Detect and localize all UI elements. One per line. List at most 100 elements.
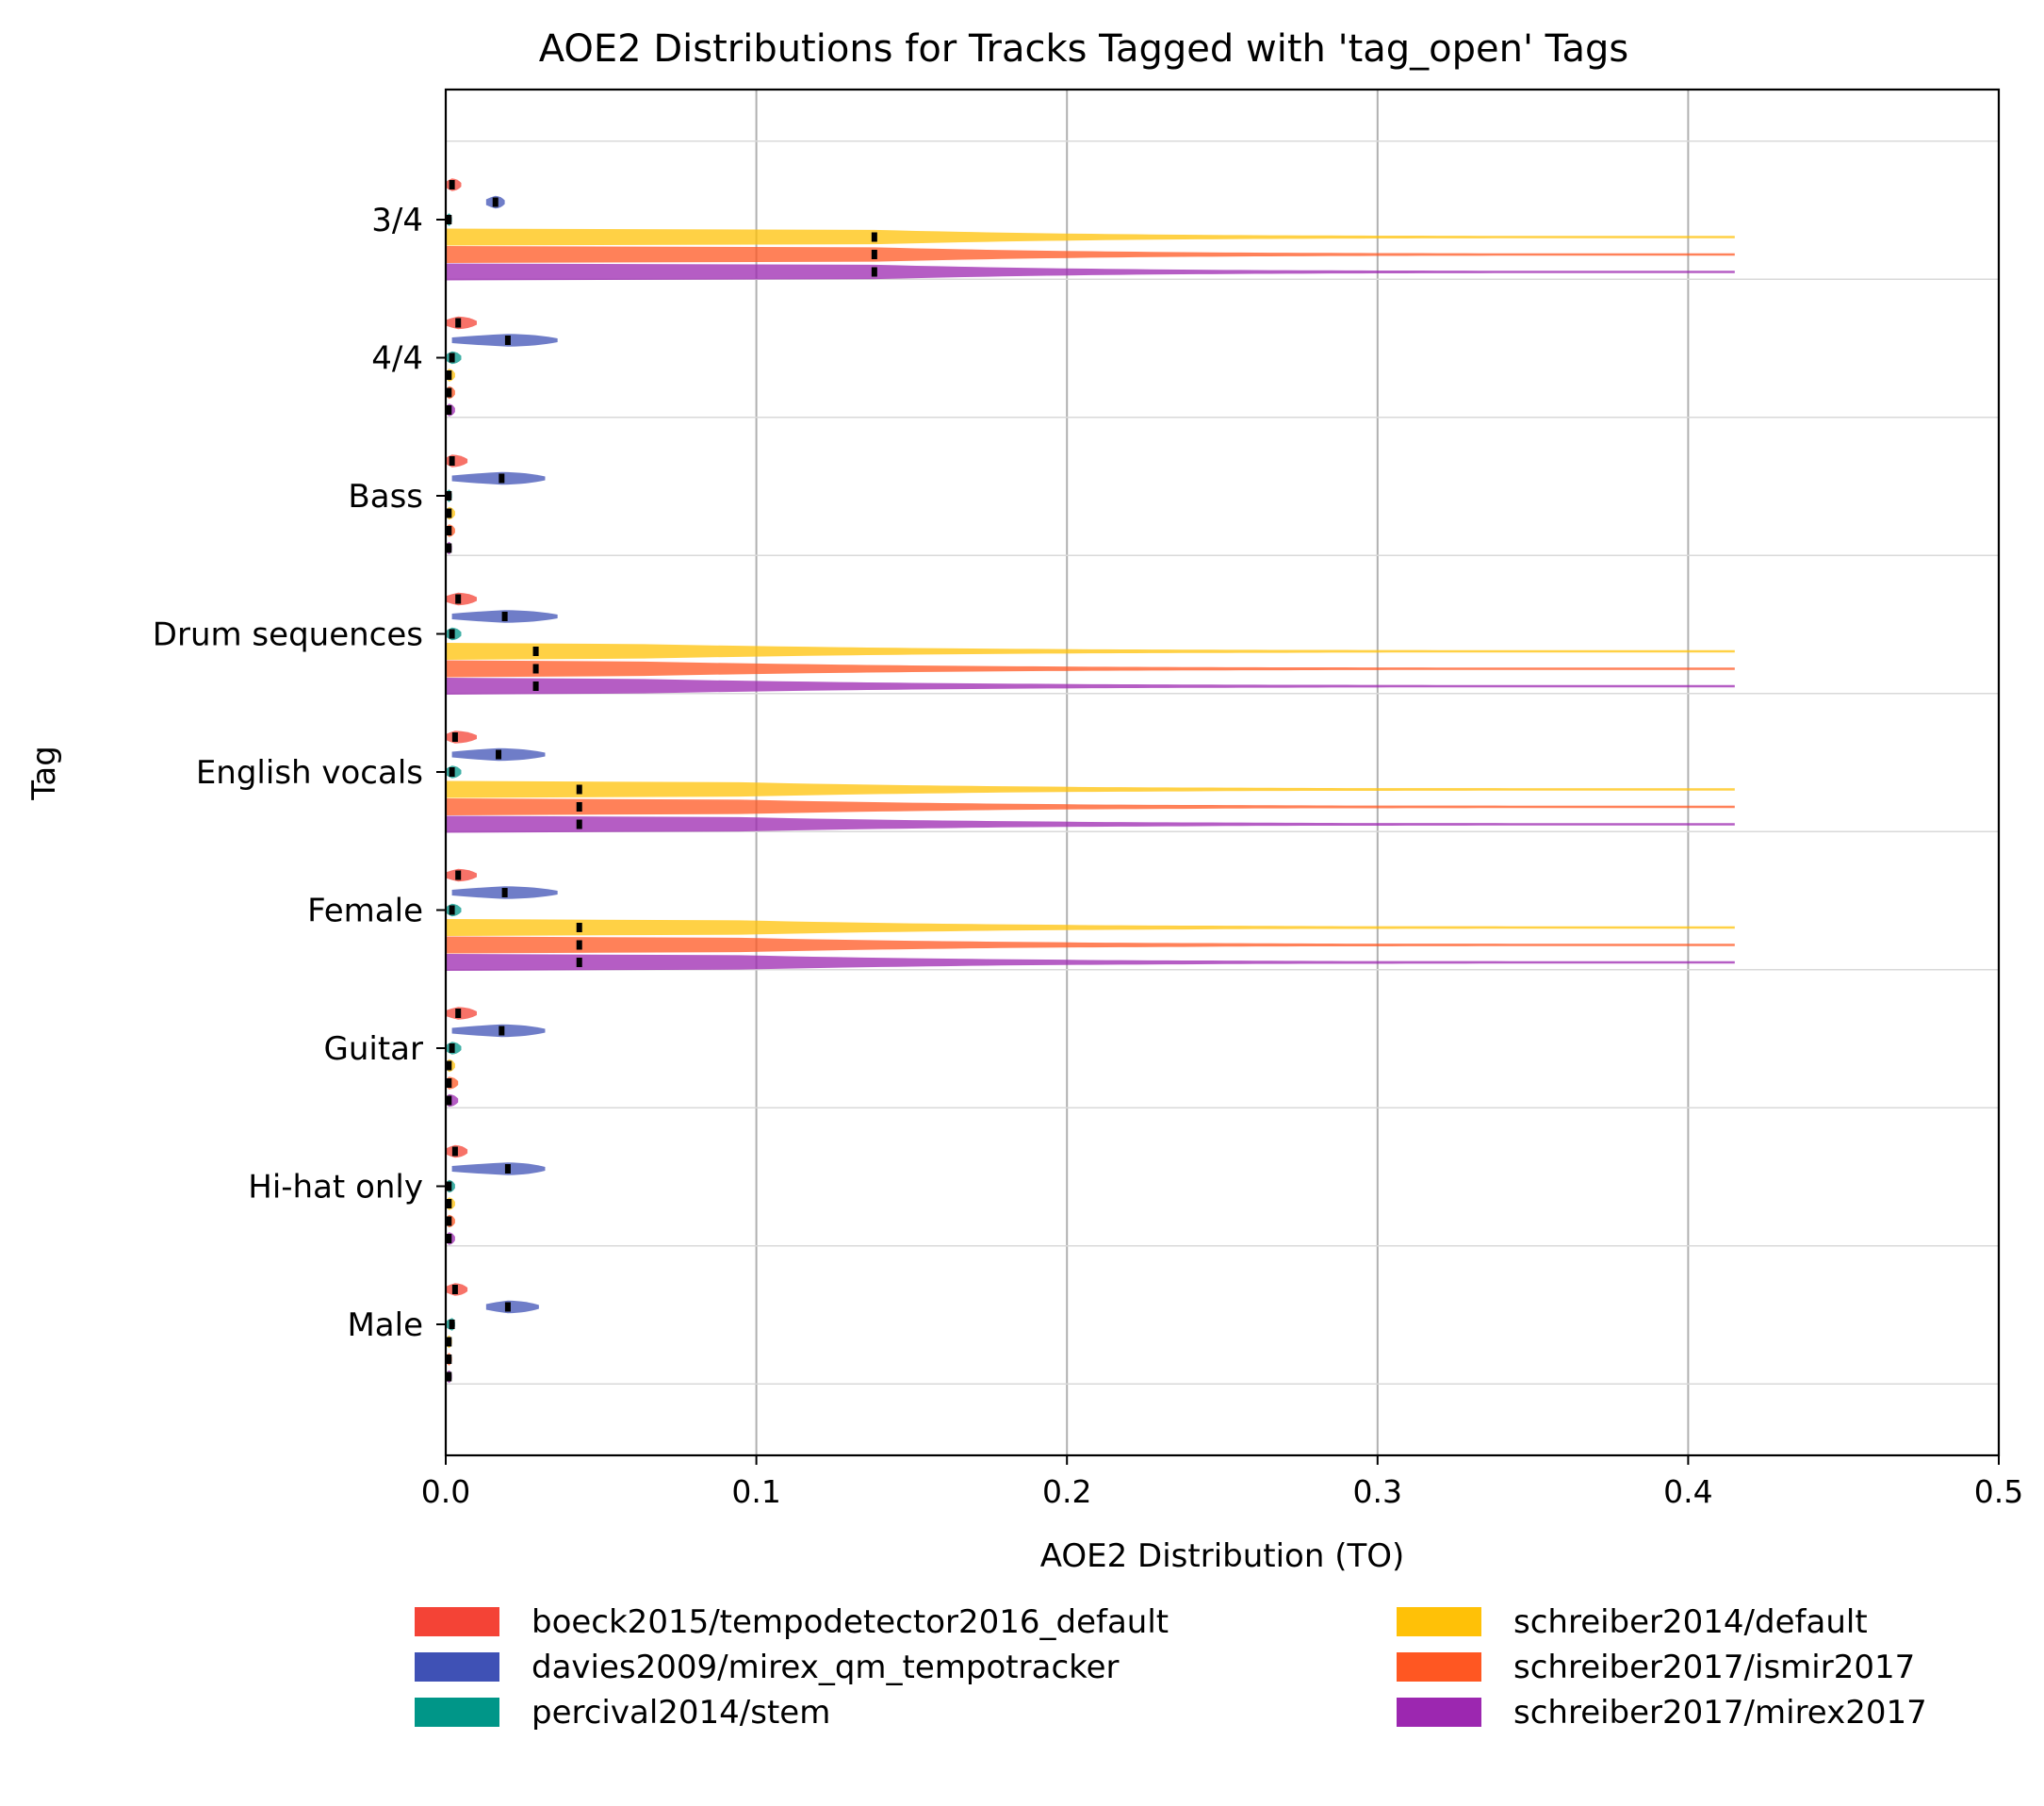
legend-label-schreiber2017-mirex2017: schreiber2017/mirex2017 xyxy=(1513,1694,1927,1732)
y-tick-label-4-4: 4/4 xyxy=(371,340,423,378)
median-marker-schreiber2014-default-4-4 xyxy=(446,370,452,380)
median-marker-davies2009-mirex-qm-tempotracker-3-4 xyxy=(492,197,499,207)
violin-davies2009-mirex-qm-tempotracker-4-4 xyxy=(451,334,558,347)
legend-label-boeck2015-tempodetector2016-default: boeck2015/tempodetector2016_default xyxy=(531,1603,1169,1641)
median-marker-percival2014-stem-4-4 xyxy=(449,353,455,363)
violin-boeck2015-tempodetector2016-default-4-4 xyxy=(446,316,477,330)
y-tick-label-bass: Bass xyxy=(348,478,423,516)
median-marker-schreiber2014-default-hi-hat-only xyxy=(446,1199,452,1208)
median-marker-boeck2015-tempodetector2016-default-bass xyxy=(449,456,455,466)
violin-schreiber2017-ismir2017-3-4 xyxy=(446,246,1735,263)
median-marker-schreiber2014-default-guitar xyxy=(446,1060,452,1071)
y-tick-label-english-vocals: English vocals xyxy=(196,754,423,792)
x-tick-label-4: 0.4 xyxy=(1663,1473,1712,1510)
median-marker-boeck2015-tempodetector2016-default-english-vocals xyxy=(451,732,458,742)
legend: boeck2015/tempodetector2016_defaultdavie… xyxy=(415,1603,1927,1732)
median-marker-schreiber2014-default-english-vocals xyxy=(576,784,582,795)
median-marker-schreiber2017-ismir2017-3-4 xyxy=(871,250,877,259)
chart-title: AOE2 Distributions for Tracks Tagged wit… xyxy=(539,27,1629,71)
median-marker-davies2009-mirex-qm-tempotracker-hi-hat-only xyxy=(504,1164,511,1174)
violin-schreiber2017-mirex2017-3-4 xyxy=(446,263,1735,281)
legend-label-schreiber2017-ismir2017: schreiber2017/ismir2017 xyxy=(1513,1649,1915,1686)
median-marker-schreiber2014-default-3-4 xyxy=(871,232,877,242)
median-marker-schreiber2017-mirex2017-guitar xyxy=(446,1095,452,1106)
median-marker-schreiber2014-default-male xyxy=(446,1337,452,1347)
legend-label-schreiber2014-default: schreiber2014/default xyxy=(1513,1603,1868,1641)
median-marker-percival2014-stem-drum-sequences xyxy=(449,629,455,639)
median-marker-davies2009-mirex-qm-tempotracker-4-4 xyxy=(504,336,511,345)
median-marker-percival2014-stem-female xyxy=(449,905,455,915)
x-axis-ticks: 0.0 0.1 0.2 0.3 0.4 0.5 xyxy=(421,1455,2023,1510)
x-tick-label-1: 0.1 xyxy=(731,1473,780,1510)
legend-swatch-boeck2015-tempodetector2016-default xyxy=(415,1607,499,1636)
violin-schreiber2014-default-english-vocals xyxy=(446,780,1735,798)
violin-schreiber2014-default-female xyxy=(446,919,1735,936)
median-marker-davies2009-mirex-qm-tempotracker-guitar xyxy=(499,1026,505,1036)
median-marker-davies2009-mirex-qm-tempotracker-female xyxy=(501,888,508,897)
legend-swatch-schreiber2017-ismir2017 xyxy=(1397,1652,1481,1682)
median-marker-schreiber2017-ismir2017-guitar xyxy=(446,1078,452,1088)
y-tick-label-hi-hat-only: Hi-hat only xyxy=(248,1169,423,1207)
violin-schreiber2014-default-3-4 xyxy=(446,228,1735,246)
violin-schreiber2017-ismir2017-drum-sequences xyxy=(446,660,1735,678)
violin-boeck2015-tempodetector2016-default-female xyxy=(446,868,477,882)
median-marker-davies2009-mirex-qm-tempotracker-bass xyxy=(499,473,505,484)
median-marker-schreiber2017-ismir2017-english-vocals xyxy=(576,802,582,812)
median-marker-schreiber2017-mirex2017-male xyxy=(446,1371,452,1382)
y-tick-label-guitar: Guitar xyxy=(324,1030,424,1068)
median-marker-schreiber2017-mirex2017-english-vocals xyxy=(576,819,582,829)
y-axis-label: Tag xyxy=(25,746,63,801)
median-marker-boeck2015-tempodetector2016-default-guitar xyxy=(455,1009,462,1018)
legend-label-percival2014-stem: percival2014/stem xyxy=(531,1694,830,1732)
median-marker-boeck2015-tempodetector2016-default-drum-sequences xyxy=(455,594,462,604)
median-marker-percival2014-stem-english-vocals xyxy=(449,767,455,777)
median-marker-percival2014-stem-hi-hat-only xyxy=(446,1181,452,1191)
median-marker-davies2009-mirex-qm-tempotracker-english-vocals xyxy=(496,749,502,760)
y-tick-label-female: Female xyxy=(307,893,423,930)
median-marker-percival2014-stem-bass xyxy=(446,491,452,501)
median-marker-schreiber2017-mirex2017-drum-sequences xyxy=(532,681,539,691)
violin-schreiber2014-default-drum-sequences xyxy=(446,643,1735,660)
median-marker-schreiber2017-ismir2017-hi-hat-only xyxy=(446,1216,452,1226)
violin-boeck2015-tempodetector2016-default-drum-sequences xyxy=(446,592,477,606)
violin-davies2009-mirex-qm-tempotracker-bass xyxy=(451,471,546,485)
y-tick-label-drum-sequences: Drum sequences xyxy=(153,616,423,654)
legend-swatch-percival2014-stem xyxy=(415,1698,499,1727)
median-marker-boeck2015-tempodetector2016-default-3-4 xyxy=(449,180,455,189)
grid-layer xyxy=(446,90,1999,1455)
median-marker-schreiber2014-default-bass xyxy=(446,508,452,518)
median-marker-percival2014-stem-guitar xyxy=(449,1043,455,1053)
median-marker-schreiber2017-mirex2017-3-4 xyxy=(871,267,877,277)
median-marker-schreiber2017-ismir2017-4-4 xyxy=(446,387,452,398)
violin-schreiber2017-ismir2017-female xyxy=(446,936,1735,954)
violin-schreiber2017-ismir2017-english-vocals xyxy=(446,798,1735,815)
legend-swatch-schreiber2017-mirex2017 xyxy=(1397,1698,1481,1727)
median-marker-schreiber2017-mirex2017-hi-hat-only xyxy=(446,1234,452,1243)
median-marker-schreiber2017-ismir2017-bass xyxy=(446,526,452,535)
median-marker-boeck2015-tempodetector2016-default-female xyxy=(455,870,462,880)
x-tick-label-0: 0.0 xyxy=(421,1473,470,1510)
x-axis-label: AOE2 Distribution (TO) xyxy=(1040,1537,1405,1575)
median-marker-schreiber2014-default-drum-sequences xyxy=(532,647,539,656)
violin-schreiber2017-mirex2017-english-vocals xyxy=(446,815,1735,833)
violin-boeck2015-tempodetector2016-default-bass xyxy=(446,454,468,468)
y-tick-label-male: Male xyxy=(347,1306,423,1344)
violin-schreiber2017-mirex2017-drum-sequences xyxy=(446,678,1735,695)
median-marker-schreiber2014-default-female xyxy=(576,923,582,932)
median-marker-davies2009-mirex-qm-tempotracker-drum-sequences xyxy=(501,612,508,621)
median-marker-boeck2015-tempodetector2016-default-4-4 xyxy=(455,318,462,328)
legend-swatch-schreiber2014-default xyxy=(1397,1607,1481,1636)
x-tick-label-2: 0.2 xyxy=(1042,1473,1091,1510)
median-marker-percival2014-stem-3-4 xyxy=(446,215,452,224)
violin-schreiber2017-mirex2017-female xyxy=(446,954,1735,971)
violin-boeck2015-tempodetector2016-default-guitar xyxy=(446,1007,477,1020)
median-marker-boeck2015-tempodetector2016-default-male xyxy=(451,1285,458,1294)
median-marker-schreiber2017-ismir2017-male xyxy=(446,1354,452,1364)
plot-frame xyxy=(444,88,2001,1457)
y-axis-ticks: 3/4 4/4 Bass Drum sequences English vocals Fe… xyxy=(153,202,446,1344)
violin-layer xyxy=(446,178,1735,1384)
median-marker-schreiber2017-mirex2017-female xyxy=(576,958,582,967)
violin-davies2009-mirex-qm-tempotracker-hi-hat-only xyxy=(451,1162,546,1175)
legend-label-davies2009-mirex-qm-tempotracker: davies2009/mirex_qm_tempotracker xyxy=(531,1649,1120,1686)
